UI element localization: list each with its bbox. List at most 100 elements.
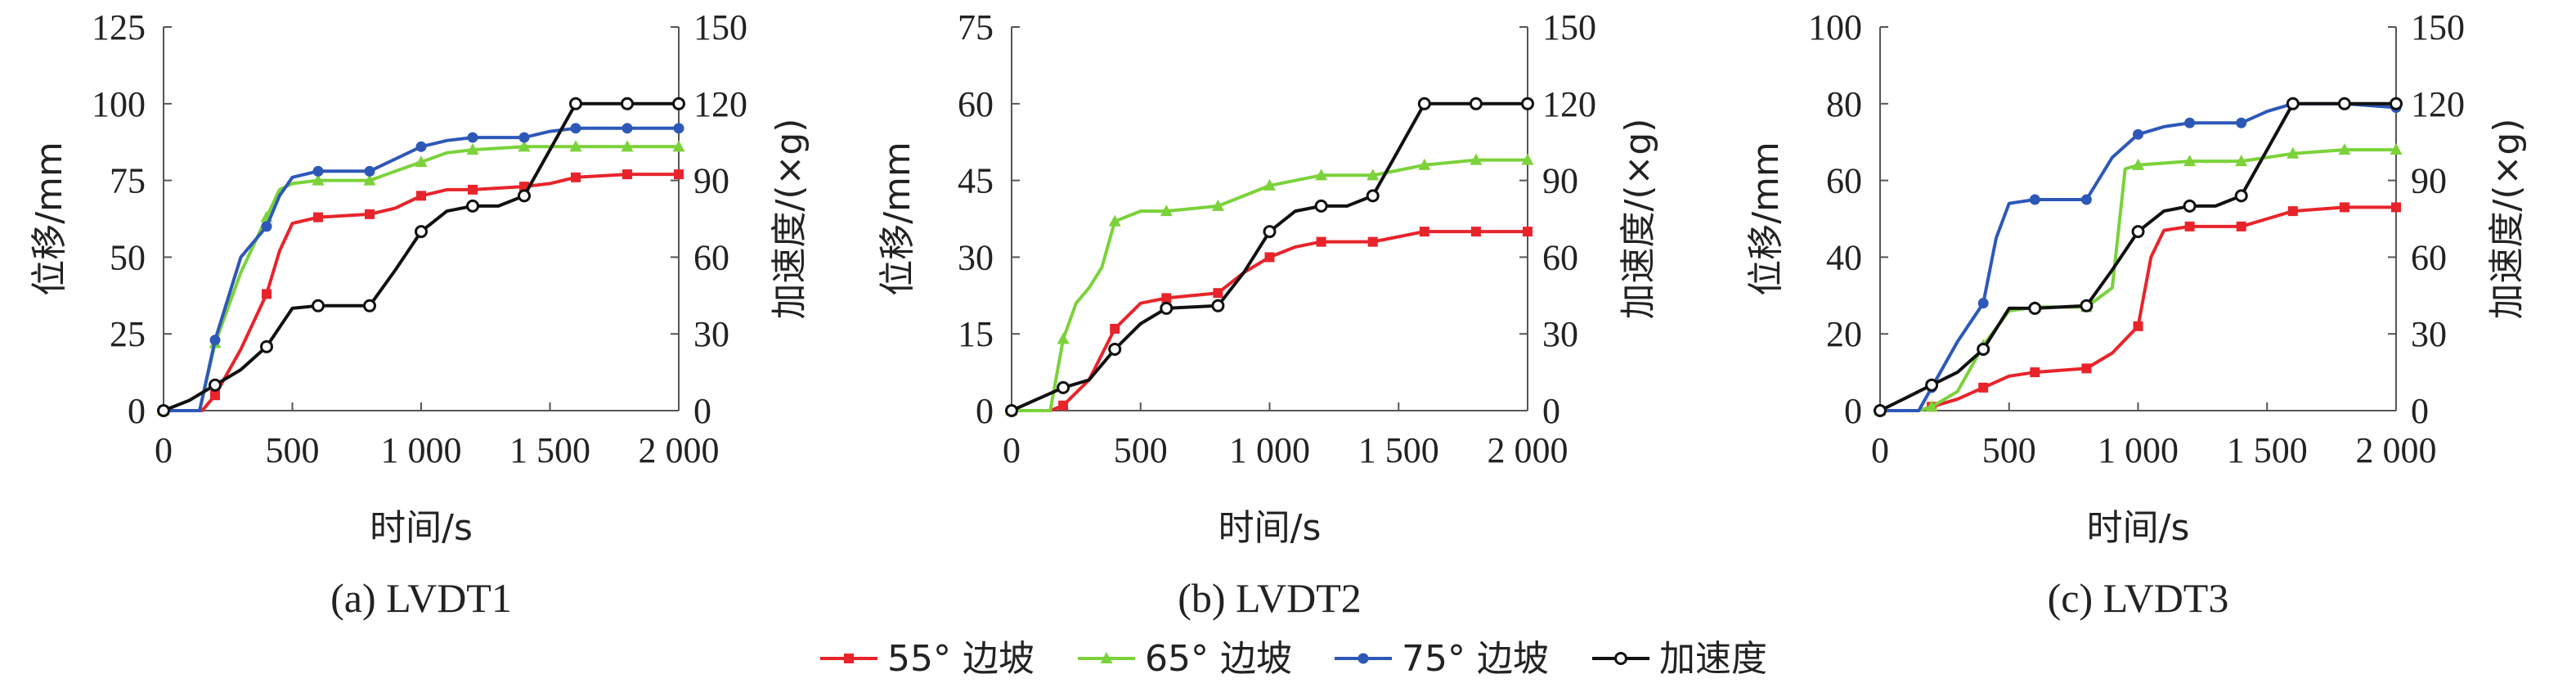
x-tick-label: 0	[1003, 430, 1021, 470]
legend: 55° 边坡 65° 边坡 75° 边坡 加速度	[820, 638, 1767, 680]
data-point	[157, 404, 170, 417]
legend-marker	[1358, 653, 1369, 664]
data-point	[1161, 293, 1172, 303]
x-tick-label: 1 000	[2098, 430, 2179, 470]
data-point	[1108, 214, 1121, 227]
data-point	[570, 123, 581, 134]
right-tick-label: 0	[693, 391, 711, 431]
data-point	[2338, 143, 2351, 155]
data-point	[467, 132, 478, 143]
right-tick-label: 60	[693, 237, 729, 277]
data-point	[2236, 221, 2246, 231]
series-line	[164, 126, 679, 412]
data-point	[1110, 323, 1120, 334]
data-point	[365, 209, 375, 219]
data-point	[415, 225, 428, 239]
panel-caption: (a) LVDT1	[330, 575, 512, 621]
right-tick-label: 0	[1542, 391, 1560, 431]
x-tick-label: 1 500	[2227, 430, 2308, 470]
data-point	[1160, 301, 1174, 315]
x-tick-label: 1 000	[381, 430, 462, 470]
legend-label: 55° 边坡	[887, 638, 1034, 680]
data-point	[622, 169, 632, 180]
data-point	[1263, 178, 1276, 191]
y-left-axis-label: 位移/mm	[877, 142, 918, 296]
y-right-axis-label: 加速度/(×g)	[1618, 119, 1659, 320]
legend-marker	[844, 654, 854, 663]
legend-item: 55° 边坡	[820, 638, 1034, 680]
right-tick-label: 30	[2411, 314, 2447, 354]
data-point	[1469, 97, 1483, 110]
data-point	[1978, 382, 1989, 393]
data-point	[1874, 404, 1887, 417]
series-加速度	[1005, 97, 1534, 417]
data-point	[1213, 288, 1223, 299]
data-point	[1418, 158, 1431, 170]
left-tick-label: 25	[110, 314, 146, 354]
series-line	[1880, 205, 2396, 412]
right-tick-label: 30	[1542, 314, 1578, 354]
data-point	[2390, 97, 2403, 110]
data-point	[672, 140, 685, 152]
data-point	[364, 165, 375, 177]
x-tick-label: 1 500	[1358, 430, 1439, 470]
data-point	[1417, 97, 1431, 110]
right-tick-label: 150	[1542, 7, 1596, 47]
right-tick-label: 120	[2411, 84, 2465, 124]
data-point	[2287, 206, 2298, 217]
chart-panel-1: 0 25 50 75 100 125 0 30 60 90 120 150 0 500 1 000 1 500…	[29, 7, 810, 621]
data-point	[2234, 189, 2248, 203]
legend-marker	[1614, 652, 1627, 665]
x-tick-label: 2 000	[1488, 430, 1568, 470]
x-tick-label: 1 500	[509, 430, 590, 470]
x-tick-label: 500	[266, 430, 320, 470]
x-tick-label: 0	[155, 430, 173, 470]
data-point	[2235, 155, 2248, 167]
right-tick-label: 0	[2411, 391, 2429, 431]
left-tick-label: 75	[110, 161, 146, 201]
series-55° 边坡	[1007, 227, 1533, 416]
data-point	[363, 299, 376, 312]
chart-panel-2: 0 15 30 45 60 75 0 30 60 90 120 150 0 500 1 000 1 500 2 …	[877, 7, 1659, 621]
legend-marker	[1100, 652, 1113, 663]
data-point	[1367, 169, 1380, 181]
data-point	[518, 189, 531, 203]
right-tick-label: 60	[1542, 237, 1578, 277]
series-55° 边坡	[159, 169, 684, 416]
data-point	[2391, 202, 2401, 213]
data-point	[2337, 97, 2351, 110]
series-加速度	[157, 97, 685, 417]
legend-label: 加速度	[1659, 638, 1767, 680]
data-point	[1367, 236, 1378, 247]
data-point	[1977, 342, 1990, 356]
left-tick-label: 80	[1826, 84, 1862, 124]
data-point	[571, 172, 581, 182]
left-tick-label: 0	[976, 391, 994, 431]
data-point	[466, 199, 479, 213]
right-tick-label: 120	[693, 84, 747, 124]
data-point	[2184, 221, 2195, 231]
panel-caption: (b) LVDT2	[1178, 575, 1362, 621]
data-point	[674, 169, 684, 180]
data-point	[1521, 97, 1534, 110]
left-tick-label: 0	[128, 391, 146, 431]
data-point	[210, 390, 220, 401]
data-point	[313, 212, 323, 222]
data-point	[1925, 378, 1939, 392]
data-point	[1160, 204, 1173, 217]
data-point	[621, 97, 634, 110]
data-point	[1057, 380, 1070, 394]
y-left-axis-label: 位移/mm	[1745, 142, 1787, 296]
data-point	[2390, 143, 2403, 155]
left-tick-label: 125	[92, 7, 146, 47]
data-point	[1419, 227, 1429, 237]
left-tick-label: 100	[92, 84, 146, 124]
x-axis-label: 时间/s	[2087, 507, 2190, 549]
data-point	[1470, 227, 1481, 237]
data-point	[312, 173, 325, 186]
data-point	[1977, 298, 1989, 309]
y-right-axis-label: 加速度/(×g)	[769, 119, 810, 320]
legend-item: 75° 边坡	[1335, 638, 1549, 680]
